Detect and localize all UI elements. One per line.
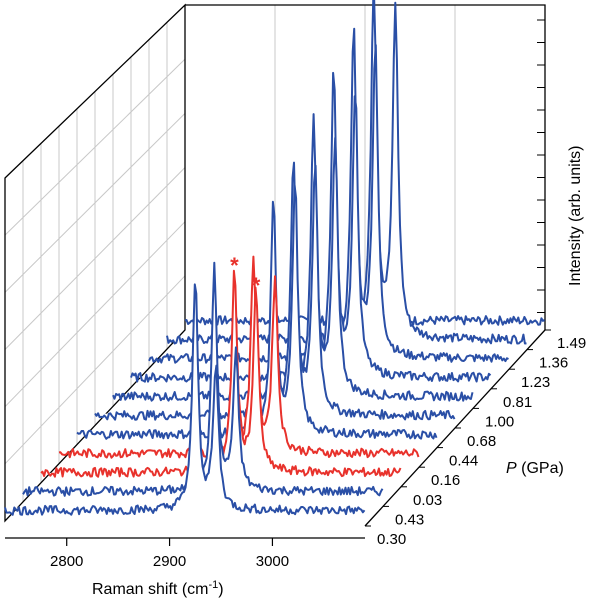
label-layer: * * 1.49 1.36 1.23 0.81 1.00 0.68 0.44 0.16 0.03 0.… — [230, 253, 586, 548]
pressure-tick-label: 0.03 — [413, 492, 442, 509]
x-tick-label: 2900 — [153, 553, 186, 570]
x-tick-label: 3000 — [256, 553, 289, 570]
grid-line-horizontal — [4, 221, 186, 408]
x-axis-title-superscript: -1 — [208, 579, 218, 591]
x-tick-label: 2800 — [50, 553, 83, 570]
grid-line-horizontal — [4, 58, 186, 236]
grid-line-horizontal — [4, 275, 186, 465]
pressure-tick-label: 0.81 — [503, 394, 532, 411]
pressure-tick-label: 1.36 — [539, 355, 568, 372]
back-plane-outline — [185, 4, 546, 330]
back-wall-outline — [4, 3, 186, 523]
x-axis-title: Raman shift (cm-1) — [92, 579, 224, 598]
y-axis-title: Intensity (arb. units) — [567, 146, 584, 287]
pressure-tick-label: 1.49 — [557, 335, 586, 352]
pressure-tick-label: 0.16 — [431, 472, 460, 489]
peak-asterisk: * — [230, 253, 239, 278]
grid-line-horizontal — [4, 167, 186, 350]
grid-layer — [4, 5, 456, 502]
series-layer — [4, 0, 545, 516]
pressure-tick-label: 0.30 — [377, 531, 406, 548]
pressure-tick-label: 0.68 — [467, 433, 496, 450]
z-axis-title: P (GPa) — [506, 460, 564, 477]
axes-layer: 2800 2900 3000 — [4, 3, 551, 570]
grid-line-horizontal — [4, 112, 186, 293]
peak-asterisk: * — [252, 273, 261, 298]
pressure-tick-label: 1.23 — [521, 374, 550, 391]
spectrum-line-0.30 — [4, 283, 366, 516]
pressure-tick-label: 0.43 — [395, 511, 424, 528]
pressure-tick-label: 1.00 — [485, 413, 514, 430]
pressure-tick-label: 0.44 — [449, 453, 478, 470]
